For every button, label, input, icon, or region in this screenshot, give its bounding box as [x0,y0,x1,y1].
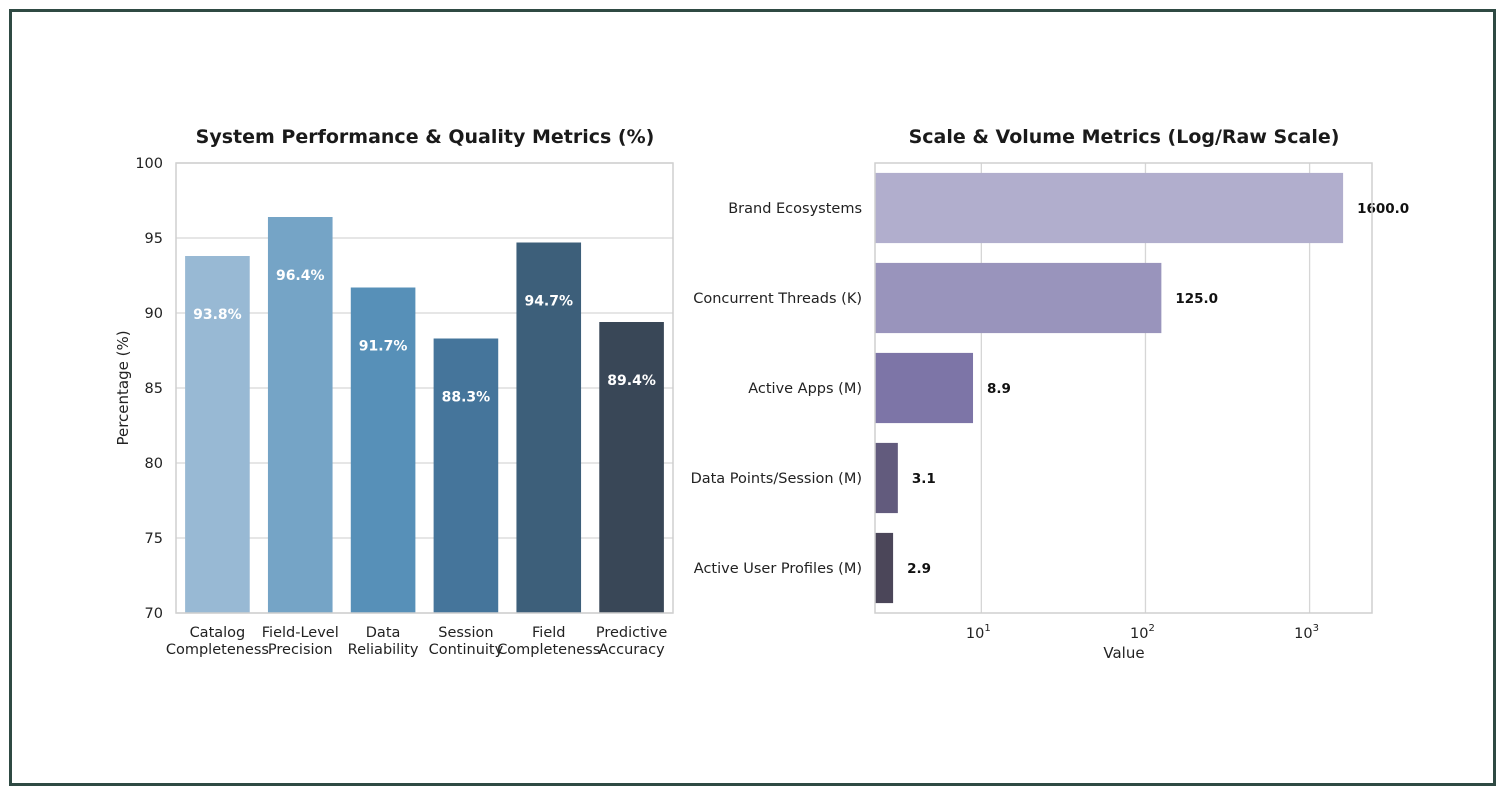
left-bar-value-label: 94.7% [524,294,573,310]
left-x-tick-label: Completeness [166,642,269,658]
left-x-tick-label: Catalog [190,625,246,641]
right-x-tick-label: 102 [1130,623,1155,642]
left-x-tick-label: Data [366,625,401,641]
right-x-tick-base: 10 [1294,626,1312,642]
left-chart-title: System Performance & Quality Metrics (%) [196,126,655,148]
left-bar [267,217,333,613]
right-x-tick-exponent: 3 [1313,623,1319,634]
right-bar [875,262,1162,334]
right-x-tick-label: 101 [966,623,991,642]
right-x-tick-base: 10 [1130,626,1148,642]
left-x-tick-label: Session [438,625,493,641]
left-x-tick-label: Field-Level [262,625,339,641]
right-bar [875,352,974,424]
right-y-tick-label: Concurrent Threads (K) [693,291,862,307]
left-bar-value-label: 89.4% [607,373,656,389]
left-bar-value-label: 93.8% [193,307,242,323]
left-bar [433,338,499,613]
left-y-tick-label: 95 [145,231,163,247]
left-x-tick-label: Field [532,625,565,641]
left-y-tick-label: 85 [145,381,163,397]
left-bar [350,287,416,613]
left-y-tick-label: 90 [145,306,163,322]
left-y-tick-label: 80 [145,456,163,472]
right-plot-border [874,162,1373,614]
right-y-tick-label: Brand Ecosystems [728,201,862,217]
right-chart-title: Scale & Volume Metrics (Log/Raw Scale) [909,126,1340,148]
right-bar-value-label: 8.9 [987,381,1011,397]
right-bar-value-label: 3.1 [912,471,936,487]
right-bar [875,442,898,514]
left-x-tick-label: Completeness [497,642,600,658]
left-bar-value-label: 88.3% [442,390,491,406]
left-y-tick-label: 100 [135,156,163,172]
left-bar [599,322,664,613]
left-x-tick-label: Predictive [596,625,668,641]
left-chart: System Performance & Quality Metrics (%)… [114,126,674,658]
right-bar-value-label: 125.0 [1175,291,1218,307]
left-bar [185,256,250,613]
right-chart: Scale & Volume Metrics (Log/Raw Scale) V… [691,126,1410,662]
right-x-axis-label: Value [1103,644,1144,662]
left-x-tick-label: Continuity [429,642,504,658]
right-bar [875,532,894,604]
left-x-tick-label: Accuracy [598,642,665,658]
left-bar-value-label: 91.7% [359,339,408,355]
left-plot-border [175,162,674,614]
left-y-tick-label: 75 [145,531,163,547]
left-y-axis-label: Percentage (%) [114,330,132,445]
left-bar [516,242,582,613]
left-bar-value-label: 96.4% [276,268,325,284]
right-x-tick-exponent: 1 [984,623,990,634]
right-y-tick-label: Data Points/Session (M) [691,471,862,487]
right-bar-value-label: 1600.0 [1357,201,1409,217]
right-bar-value-label: 2.9 [907,561,931,577]
right-bar [875,172,1344,244]
right-x-tick-base: 10 [966,626,984,642]
right-y-tick-label: Active User Profiles (M) [694,561,862,577]
figure-frame [9,9,1496,786]
left-y-tick-label: 70 [145,606,163,622]
right-x-tick-label: 103 [1294,623,1319,642]
left-x-tick-label: Precision [268,642,333,658]
right-x-tick-exponent: 2 [1149,623,1155,634]
right-y-tick-label: Active Apps (M) [748,381,862,397]
left-x-tick-label: Reliability [348,642,419,658]
